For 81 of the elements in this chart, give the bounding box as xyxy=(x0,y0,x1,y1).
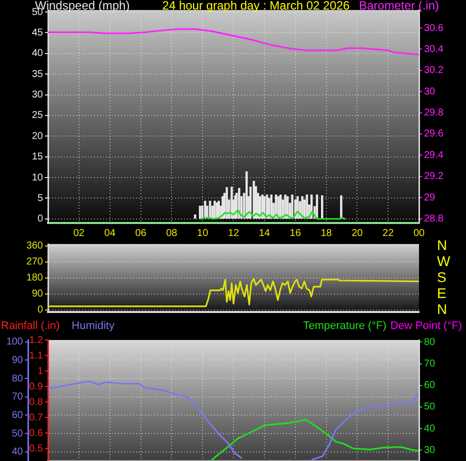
y2-tick-label: 29 xyxy=(424,192,436,204)
y-tick-label: 60 xyxy=(12,410,24,421)
y-tick-label: 0 xyxy=(37,214,44,225)
y3-tick-label: 1.1 xyxy=(29,350,44,362)
bar xyxy=(291,194,294,219)
y-tick-label: 270 xyxy=(26,256,44,268)
y-tick-label: 90 xyxy=(12,354,24,366)
y-tick-label: 20 xyxy=(32,130,44,142)
bar xyxy=(226,187,228,219)
bar xyxy=(230,186,233,219)
y-tick-label: 80 xyxy=(12,373,24,384)
text: E xyxy=(437,284,446,301)
y-tick-label: 40 xyxy=(32,48,44,60)
y-tick-label: 90 xyxy=(32,288,44,300)
bar xyxy=(284,194,286,219)
y-tick-label: 15 xyxy=(32,152,44,163)
y2-tick-label: 30.2 xyxy=(424,65,444,76)
x-tick-label: 14 xyxy=(258,228,270,239)
y3-tick-label: 0.9 xyxy=(29,381,44,392)
bar xyxy=(280,194,282,219)
y-tick-label: 25 xyxy=(32,110,44,122)
y3-tick-label: 0.5 xyxy=(29,443,44,454)
y2-tick-label: 50 xyxy=(424,402,436,413)
y3-tick-label: 1.2 xyxy=(29,334,44,346)
y-tick-label: 5 xyxy=(37,192,44,204)
y-tick-label: 40 xyxy=(12,446,24,458)
x-tick-label: 12 xyxy=(228,228,240,239)
y-tick-label: 45 xyxy=(32,28,44,38)
y2-tick-label: 29.4 xyxy=(424,150,444,161)
x-tick-label: 20 xyxy=(352,228,364,239)
y2-tick-label: 70 xyxy=(424,358,436,370)
x-tick-label: 06 xyxy=(135,228,147,239)
bar xyxy=(321,195,324,219)
x-tick-label: 18 xyxy=(320,228,332,239)
y2-axis-title: Barometer (.in) xyxy=(358,0,440,12)
bar xyxy=(261,194,264,219)
y2-tick-label: 40 xyxy=(424,423,436,434)
bar xyxy=(252,180,255,219)
y-tick-label: 10 xyxy=(32,172,44,184)
y2-tick-label: 29.6 xyxy=(424,128,444,140)
y-tick-label: 35 xyxy=(32,68,44,80)
y-tick-label: 0 xyxy=(37,304,44,316)
y2-tick-label: 80 xyxy=(424,336,436,348)
legend-label: Dew Point (°F) xyxy=(390,320,462,332)
x-tick-label: 10 xyxy=(197,228,209,239)
text: N xyxy=(437,236,448,253)
bar xyxy=(246,171,248,219)
x-tick-label: 16 xyxy=(290,228,302,239)
text: W xyxy=(437,252,451,269)
y-tick-label: 30 xyxy=(32,90,44,101)
y2-tick-label: 30 xyxy=(424,444,436,456)
y-tick-label: 100 xyxy=(6,336,24,348)
text: S xyxy=(437,268,446,285)
y3-tick-label: 0.6 xyxy=(29,428,44,439)
y3-tick-label: 1 xyxy=(37,366,44,377)
y2-tick-label: 28.8 xyxy=(424,214,444,225)
y2-tick-label: 30.4 xyxy=(424,44,444,55)
x-tick-label: 02 xyxy=(73,228,85,239)
x-tick-label: 22 xyxy=(382,228,394,239)
y-tick-label: 180 xyxy=(26,272,44,284)
y2-tick-label: 29.2 xyxy=(424,171,444,182)
text: N xyxy=(437,300,448,317)
y3-tick-label: 0.8 xyxy=(29,396,44,408)
text: Humidity xyxy=(72,320,115,332)
y3-axis-title: Rainfall (.in) xyxy=(1,320,60,332)
bar xyxy=(214,200,216,219)
y2-tick-label: 30 xyxy=(424,86,436,98)
y-tick-label: 360 xyxy=(26,240,44,252)
y2-tick-label: 60 xyxy=(424,380,436,392)
y-tick-label: 70 xyxy=(12,392,24,403)
y2-tick-label: 30.6 xyxy=(424,22,444,34)
x-tick-label: 00 xyxy=(413,228,425,239)
text: Temperature (°F) xyxy=(303,320,386,332)
bar xyxy=(340,195,342,219)
chart-title: 24 hour graph day : March 02 2026 xyxy=(162,0,350,12)
y3-tick-label: 0.7 xyxy=(29,412,44,424)
bar xyxy=(270,194,273,219)
x-tick-label: 08 xyxy=(166,228,178,239)
y-tick-label: 50 xyxy=(12,428,24,440)
x-tick-label: 04 xyxy=(104,228,116,239)
y2-tick-label: 29.8 xyxy=(424,108,444,119)
